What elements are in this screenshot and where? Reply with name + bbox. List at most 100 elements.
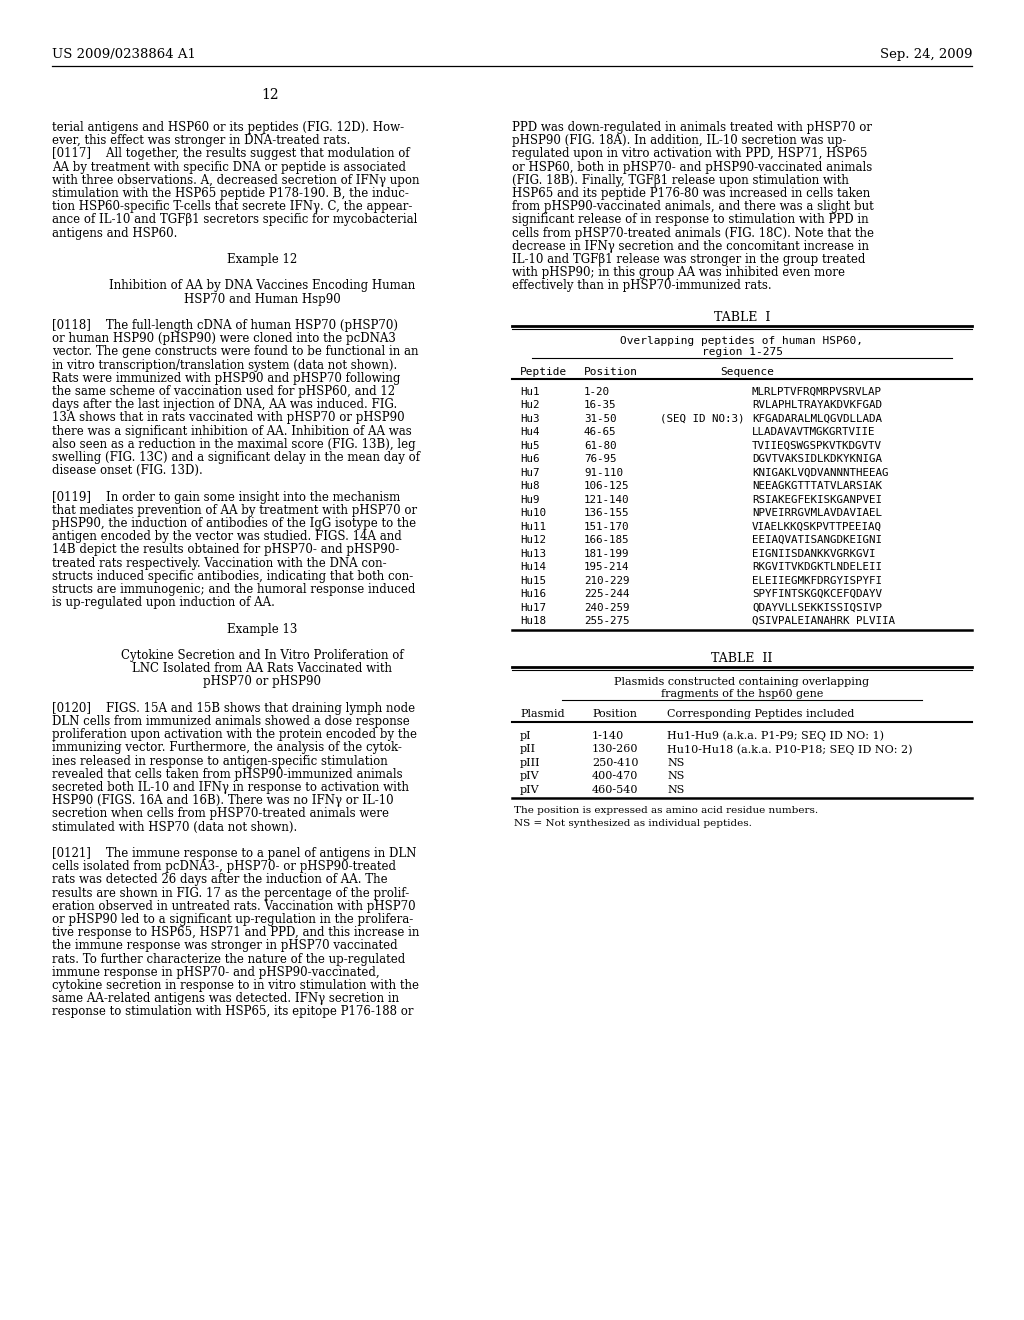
Text: [0120]    FIGS. 15A and 15B shows that draining lymph node: [0120] FIGS. 15A and 15B shows that drai… (52, 702, 415, 715)
Text: KFGADARALMLQGVDLLADA: KFGADARALMLQGVDLLADA (752, 413, 882, 424)
Text: Hu10-Hu18 (a.k.a. P10-P18; SEQ ID NO: 2): Hu10-Hu18 (a.k.a. P10-P18; SEQ ID NO: 2) (667, 744, 912, 755)
Text: 181-199: 181-199 (584, 549, 630, 558)
Text: NS: NS (667, 784, 684, 795)
Text: disease onset (FIG. 13D).: disease onset (FIG. 13D). (52, 465, 203, 478)
Text: SPYFINTSKGQKCEFQDAYV: SPYFINTSKGQKCEFQDAYV (752, 589, 882, 599)
Text: Rats were immunized with pHSP90 and pHSP70 following: Rats were immunized with pHSP90 and pHSP… (52, 372, 400, 385)
Text: Example 13: Example 13 (226, 623, 297, 636)
Text: RSIAKEGFEKISKGANPVEI: RSIAKEGFEKISKGANPVEI (752, 495, 882, 504)
Text: 14B depict the results obtained for pHSP70- and pHSP90-: 14B depict the results obtained for pHSP… (52, 544, 399, 557)
Text: vector. The gene constructs were found to be functional in an: vector. The gene constructs were found t… (52, 346, 419, 359)
Text: 210-229: 210-229 (584, 576, 630, 586)
Text: or HSP60, both in pHSP70- and pHSP90-vaccinated animals: or HSP60, both in pHSP70- and pHSP90-vac… (512, 161, 872, 174)
Text: with three observations. A, decreased secretion of IFNγ upon: with three observations. A, decreased se… (52, 174, 420, 187)
Text: Hu5: Hu5 (520, 441, 540, 450)
Text: Inhibition of AA by DNA Vaccines Encoding Human: Inhibition of AA by DNA Vaccines Encodin… (109, 280, 415, 293)
Text: stimulation with the HSP65 peptide P178-190. B, the induc-: stimulation with the HSP65 peptide P178-… (52, 187, 409, 201)
Text: MLRLPTVFRQMRPVSRVLAP: MLRLPTVFRQMRPVSRVLAP (752, 387, 882, 396)
Text: pI: pI (520, 730, 531, 741)
Text: DGVTVAKSIDLKDKYKNIGA: DGVTVAKSIDLKDKYKNIGA (752, 454, 882, 465)
Text: HSP70 and Human Hsp90: HSP70 and Human Hsp90 (183, 293, 340, 306)
Text: 240-259: 240-259 (584, 603, 630, 612)
Text: HSP65 and its peptide P176-80 was increased in cells taken: HSP65 and its peptide P176-80 was increa… (512, 187, 870, 201)
Text: QDAYVLLSEKKISSIQSIVP: QDAYVLLSEKKISSIQSIVP (752, 603, 882, 612)
Text: (FIG. 18B). Finally, TGFβ1 release upon stimulation with: (FIG. 18B). Finally, TGFβ1 release upon … (512, 174, 849, 187)
Text: Hu3: Hu3 (520, 413, 540, 424)
Text: antigen encoded by the vector was studied. FIGS. 14A and: antigen encoded by the vector was studie… (52, 531, 401, 544)
Text: or human HSP90 (pHSP90) were cloned into the pcDNA3: or human HSP90 (pHSP90) were cloned into… (52, 333, 396, 346)
Text: Cytokine Secretion and In Vitro Proliferation of: Cytokine Secretion and In Vitro Prolifer… (121, 649, 403, 663)
Text: eration observed in untreated rats. Vaccination with pHSP70: eration observed in untreated rats. Vacc… (52, 900, 416, 913)
Text: NS: NS (667, 771, 684, 781)
Text: Hu15: Hu15 (520, 576, 546, 586)
Text: pHSP90 (FIG. 18A). In addition, IL-10 secretion was up-: pHSP90 (FIG. 18A). In addition, IL-10 se… (512, 135, 847, 148)
Text: 136-155: 136-155 (584, 508, 630, 517)
Text: pHSP70 or pHSP90: pHSP70 or pHSP90 (203, 676, 321, 689)
Text: Hu6: Hu6 (520, 454, 540, 465)
Text: [0117]    All together, the results suggest that modulation of: [0117] All together, the results suggest… (52, 148, 410, 161)
Text: 250-410: 250-410 (592, 758, 639, 768)
Text: KNIGAKLVQDVANNNTHEEAG: KNIGAKLVQDVANNNTHEEAG (752, 467, 889, 478)
Text: Hu9: Hu9 (520, 495, 540, 504)
Text: 225-244: 225-244 (584, 589, 630, 599)
Text: (SEQ ID NO:3): (SEQ ID NO:3) (660, 413, 744, 424)
Text: ance of IL-10 and TGFβ1 secretors specific for mycobacterial: ance of IL-10 and TGFβ1 secretors specif… (52, 214, 418, 227)
Text: Position: Position (584, 367, 638, 376)
Text: Overlapping peptides of human HSP60,: Overlapping peptides of human HSP60, (621, 335, 863, 346)
Text: structs induced specific antibodies, indicating that both con-: structs induced specific antibodies, ind… (52, 570, 414, 583)
Text: Hu12: Hu12 (520, 535, 546, 545)
Text: pIV: pIV (520, 771, 540, 781)
Text: secreted both IL-10 and IFNγ in response to activation with: secreted both IL-10 and IFNγ in response… (52, 781, 409, 795)
Text: 31-50: 31-50 (584, 413, 616, 424)
Text: 1-140: 1-140 (592, 730, 625, 741)
Text: same AA-related antigens was detected. IFNγ secretion in: same AA-related antigens was detected. I… (52, 993, 399, 1006)
Text: 76-95: 76-95 (584, 454, 616, 465)
Text: 13A shows that in rats vaccinated with pHSP70 or pHSP90: 13A shows that in rats vaccinated with p… (52, 412, 404, 425)
Text: TABLE  I: TABLE I (714, 310, 770, 323)
Text: decrease in IFNγ secretion and the concomitant increase in: decrease in IFNγ secretion and the conco… (512, 240, 869, 253)
Text: treated rats respectively. Vaccination with the DNA con-: treated rats respectively. Vaccination w… (52, 557, 387, 570)
Text: the immune response was stronger in pHSP70 vaccinated: the immune response was stronger in pHSP… (52, 940, 397, 953)
Text: 121-140: 121-140 (584, 495, 630, 504)
Text: Hu16: Hu16 (520, 589, 546, 599)
Text: is up-regulated upon induction of AA.: is up-regulated upon induction of AA. (52, 597, 274, 610)
Text: the same scheme of vaccination used for pHSP60, and 12: the same scheme of vaccination used for … (52, 385, 395, 399)
Text: Hu1: Hu1 (520, 387, 540, 396)
Text: with pHSP90; in this group AA was inhibited even more: with pHSP90; in this group AA was inhibi… (512, 267, 845, 280)
Text: rats was detected 26 days after the induction of AA. The: rats was detected 26 days after the indu… (52, 874, 388, 887)
Text: pII: pII (520, 744, 537, 754)
Text: Hu18: Hu18 (520, 616, 546, 626)
Text: 195-214: 195-214 (584, 562, 630, 572)
Text: terial antigens and HSP60 or its peptides (FIG. 12D). How-: terial antigens and HSP60 or its peptide… (52, 121, 404, 135)
Text: tion HSP60-specific T-cells that secrete IFNγ. C, the appear-: tion HSP60-specific T-cells that secrete… (52, 201, 413, 214)
Text: tive response to HSP65, HSP71 and PPD, and this increase in: tive response to HSP65, HSP71 and PPD, a… (52, 927, 420, 940)
Text: Hu11: Hu11 (520, 521, 546, 532)
Text: response to stimulation with HSP65, its epitope P176-188 or: response to stimulation with HSP65, its … (52, 1006, 414, 1019)
Text: 151-170: 151-170 (584, 521, 630, 532)
Text: days after the last injection of DNA, AA was induced. FIG.: days after the last injection of DNA, AA… (52, 399, 397, 412)
Text: 400-470: 400-470 (592, 771, 638, 781)
Text: NS: NS (667, 758, 684, 768)
Text: fragments of the hsp60 gene: fragments of the hsp60 gene (660, 689, 823, 698)
Text: [0119]    In order to gain some insight into the mechanism: [0119] In order to gain some insight int… (52, 491, 400, 504)
Text: results are shown in FIG. 17 as the percentage of the prolif-: results are shown in FIG. 17 as the perc… (52, 887, 410, 900)
Text: AA by treatment with specific DNA or peptide is associated: AA by treatment with specific DNA or pep… (52, 161, 406, 174)
Text: TABLE  II: TABLE II (712, 652, 773, 664)
Text: region 1-275: region 1-275 (701, 347, 782, 356)
Text: 106-125: 106-125 (584, 480, 630, 491)
Text: Sep. 24, 2009: Sep. 24, 2009 (880, 48, 972, 61)
Text: NPVEIRRGVMLAVDAVIAEL: NPVEIRRGVMLAVDAVIAEL (752, 508, 882, 517)
Text: pIV: pIV (520, 784, 540, 795)
Text: immunizing vector. Furthermore, the analysis of the cytok-: immunizing vector. Furthermore, the anal… (52, 742, 401, 755)
Text: US 2009/0238864 A1: US 2009/0238864 A1 (52, 48, 196, 61)
Text: there was a significant inhibition of AA. Inhibition of AA was: there was a significant inhibition of AA… (52, 425, 412, 438)
Text: 130-260: 130-260 (592, 744, 639, 754)
Text: significant release of in response to stimulation with PPD in: significant release of in response to st… (512, 214, 868, 227)
Text: Sequence: Sequence (720, 367, 774, 376)
Text: EEIAQVATISANGDKEIGNI: EEIAQVATISANGDKEIGNI (752, 535, 882, 545)
Text: Hu17: Hu17 (520, 603, 546, 612)
Text: ines released in response to antigen-specific stimulation: ines released in response to antigen-spe… (52, 755, 388, 768)
Text: 166-185: 166-185 (584, 535, 630, 545)
Text: in vitro transcription/translation system (data not shown).: in vitro transcription/translation syste… (52, 359, 397, 372)
Text: LNC Isolated from AA Rats Vaccinated with: LNC Isolated from AA Rats Vaccinated wit… (132, 663, 392, 676)
